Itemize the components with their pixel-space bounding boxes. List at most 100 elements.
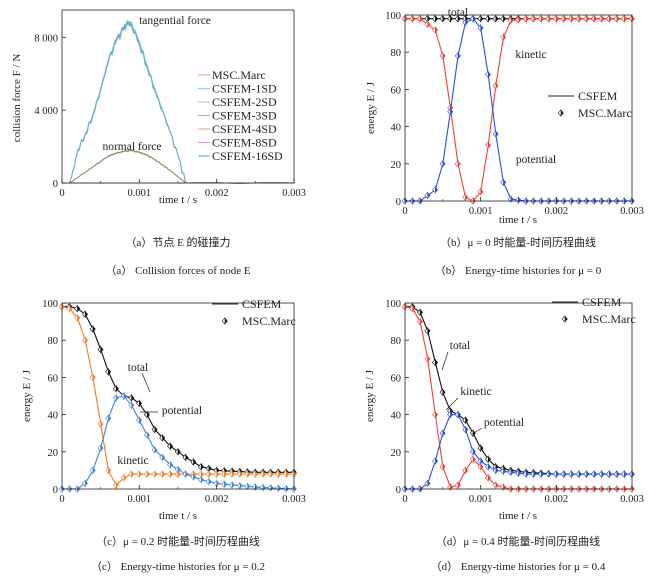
panel-c-series-potential-point — [128, 401, 135, 410]
panel-c-annotation-potential: potential — [162, 405, 202, 417]
panel-a-legend-label: MSC.Marc — [212, 68, 266, 82]
panel-c-xtick-label: 0.002 — [205, 494, 229, 505]
panel-c-series-total-point — [143, 410, 150, 419]
panel-b-ytick-label: 40 — [391, 123, 402, 134]
panel-b-series-total-point — [432, 14, 439, 23]
panel-b-series-total-point — [447, 14, 454, 23]
panel-d-series-potential-point — [583, 470, 590, 479]
caption-c-cn: （c）μ = 0.2 时能量-时间历程曲线 — [96, 534, 260, 548]
panel-d-series-potential-point — [560, 470, 567, 479]
panel-a-legend-label: CSFEM-3SD — [212, 109, 277, 123]
panel-c-series-kinetic-point — [120, 473, 127, 482]
panel-d-series-potential-point — [538, 470, 544, 479]
panel-c-series-total-point — [89, 325, 96, 333]
panel-c-ytick-label: 0 — [53, 485, 58, 496]
panel-d-ytick-label: 20 — [391, 448, 402, 459]
panel-d-legend-csfem-label: CSFEM — [582, 295, 622, 309]
panel-d-series-kinetic-point — [469, 455, 476, 464]
panel-d-series-potential-point — [462, 425, 469, 434]
panel-a-legend-label: CSFEM-2SD — [212, 95, 277, 109]
panel-b-series-kinetic-point — [416, 14, 423, 23]
panel-a-ytick-label: 8 000 — [34, 33, 58, 44]
panel-c-series-total-point — [205, 464, 212, 473]
panel-b-series-potential-point — [477, 24, 484, 32]
panel-b-series-kinetic-point — [538, 14, 544, 23]
panel-c-ytick-label: 20 — [48, 448, 59, 459]
panel-b-series-kinetic-point — [492, 81, 499, 90]
panel-d-xtick-label: 0.002 — [545, 494, 569, 505]
panel-a-ticks: 0 0.001 0.002 0.003 0 4 000 8 000 — [34, 33, 305, 199]
panel-b-series-total-point — [485, 14, 491, 23]
panel-b-series-potential-point — [454, 51, 461, 60]
panel-d-series-total-point — [462, 416, 469, 425]
panel-a-series-tangential-line — [69, 21, 187, 184]
panel-c-series-kinetic-point — [105, 466, 112, 475]
panel-d-series-potential-point — [439, 429, 446, 438]
panel-d-series-potential-point — [447, 410, 454, 419]
panel-b-series-kinetic-point — [545, 14, 552, 23]
panel-d-series-total-point — [477, 444, 484, 453]
panel-c-series-potential-point — [112, 393, 119, 402]
panel-c-series-kinetic-point — [128, 470, 135, 479]
panel-c-ytick-label: 40 — [48, 411, 59, 422]
panel-c-series-kinetic-point — [259, 470, 266, 479]
panel-b-series-potential-point — [424, 191, 431, 200]
panel-c-series-total-point — [159, 433, 166, 442]
panel-b-ticks: 0 0.001 0.002 0.003 0 20 40 60 80 100 — [385, 11, 644, 217]
panel-c-xtick-label: 0 — [59, 494, 64, 505]
panel-b-annotation-total: total — [448, 7, 468, 19]
panel-d-annotation-potential-pointer — [471, 427, 483, 435]
panel-c-series-total-point — [82, 310, 88, 319]
panel-d-frame — [404, 302, 633, 490]
panel-d-series-kinetic-point — [454, 481, 461, 490]
panel-c-series-total-point — [151, 425, 158, 434]
panel-b-series-total-point — [492, 14, 499, 23]
panel-c-ytick-label: 100 — [42, 299, 58, 310]
panel-b-series-kinetic-point — [477, 187, 484, 196]
panel-c-series-potential-point — [182, 470, 189, 479]
panel-b-series-total-point — [454, 14, 461, 23]
caption-b-cn: （b）μ = 0 时能量-时间历程曲线 — [440, 235, 596, 249]
panel-d-xtick-label: 0 — [402, 494, 407, 505]
panel-d-legend: CSFEM MSC.Marc — [552, 295, 636, 326]
panel-a-series-tangential-line — [69, 21, 187, 184]
panel-b-series-kinetic-point — [575, 14, 582, 23]
panel-c-series-total-point — [74, 304, 81, 313]
panel-c-series-kinetic-point — [66, 304, 73, 313]
panel-c-series-kinetic-point — [236, 470, 243, 479]
panel-b-series-kinetic-point — [485, 141, 491, 150]
panel-c-series-kinetic-point — [97, 419, 104, 428]
panel-c-series-potential-point — [198, 475, 204, 484]
panel-a-xtick-label: 0 — [59, 188, 64, 199]
panel-b-series-kinetic-point — [621, 14, 628, 23]
panel-b-series-kinetic-point — [409, 14, 416, 23]
panel-b-series-potential-point — [447, 107, 454, 116]
panel-a-legend: MSC.MarcCSFEM-1SDCSFEM-2SDCSFEM-3SDCSFEM… — [198, 68, 283, 163]
panel-a-ytick-label: 0 — [53, 179, 58, 190]
panel-d-series-potential-point — [530, 470, 537, 479]
panel-d-legend-marc-swatch — [561, 315, 568, 323]
panel-d-series-potential-point — [432, 457, 439, 466]
panel-c-series-kinetic-point — [221, 470, 228, 479]
panel-a-xtick-label: 0.001 — [128, 188, 152, 199]
panel-a-xlabel: time t / s — [159, 194, 197, 206]
panel-c-series-potential-point — [105, 414, 112, 423]
panel-c-ytick-label: 80 — [48, 336, 59, 347]
panel-c-series-kinetic-point — [213, 470, 220, 479]
panel-b-series-kinetic-point — [522, 14, 529, 23]
panel-b-series-kinetic-point — [598, 14, 605, 23]
panel-a-series-tangential-line — [69, 22, 187, 184]
panel-b-ytick-label: 0 — [396, 197, 401, 208]
panel-b-legend-csfem-label: CSFEM — [578, 89, 618, 103]
panel-b-ytick-label: 60 — [391, 85, 402, 96]
panel-c-series-total-point — [136, 399, 143, 408]
panel-c-series-total-point — [190, 458, 197, 466]
panel-c-ticks: 0 0.001 0.002 0.003 0 20 40 60 80 100 — [42, 299, 306, 505]
panel-b-series-kinetic-point — [560, 14, 567, 23]
panel-a: 0 0.001 0.002 0.003 0 4 000 8 000 time t / s c… — [11, 9, 306, 206]
panel-a-series-tangential-line — [69, 22, 187, 184]
panel-b-series-potential-point — [492, 130, 499, 138]
panel-d-series-total-point — [432, 358, 439, 367]
panel-b-series-potential-point — [469, 14, 476, 23]
